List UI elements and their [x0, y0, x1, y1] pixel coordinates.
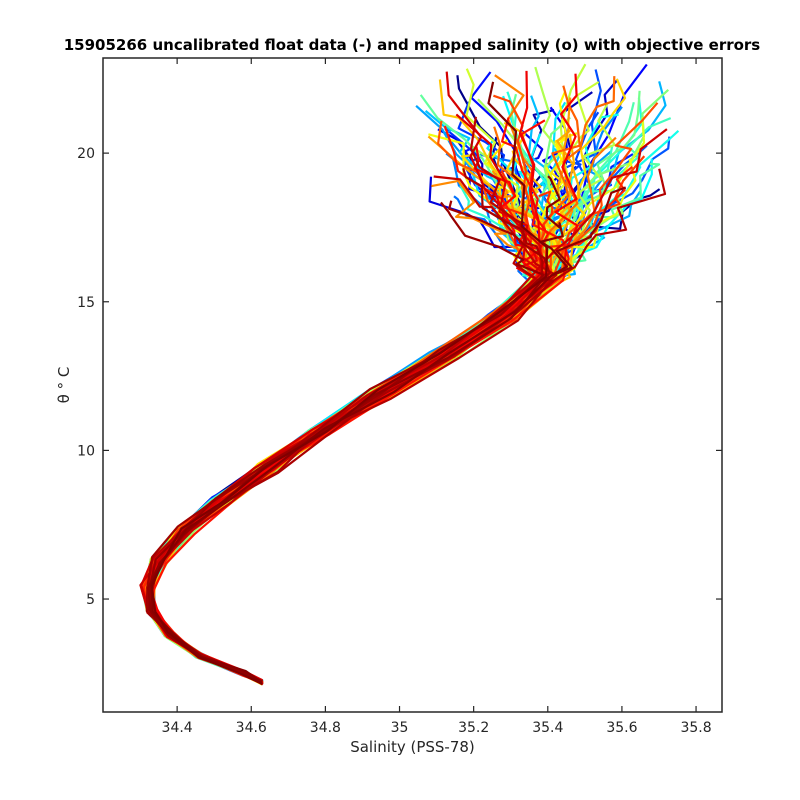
- profile-line: [143, 189, 546, 684]
- profile-line: [147, 168, 667, 685]
- x-tick-label: 34.4: [162, 720, 193, 736]
- y-axis-label: θ ° C: [55, 367, 73, 404]
- x-tick-label: 35.4: [532, 720, 563, 736]
- y-tick-label: 20: [77, 146, 95, 162]
- x-tick-label: 35.2: [458, 720, 489, 736]
- x-tick-label: 34.6: [236, 720, 267, 736]
- x-tick-label: 35.8: [680, 720, 711, 736]
- axes: 34.4 34.6 34.8 35 35.2 35.4 35.6 35.8 5 10 15 20: [77, 57, 723, 736]
- profile-line: [146, 166, 565, 686]
- profile-line: [146, 188, 661, 682]
- profile-line: [141, 81, 600, 684]
- profile-line: [148, 189, 539, 682]
- profile-line: [150, 81, 549, 685]
- axes-box: [102, 57, 723, 713]
- x-tick-label: 35: [391, 720, 409, 736]
- profile-lines: [139, 63, 680, 686]
- x-axis-label: Salinity (PSS-78): [350, 738, 475, 756]
- profile-line: [147, 175, 558, 683]
- profile-line: [142, 197, 563, 685]
- x-tick-label: 34.8: [310, 720, 341, 736]
- profile-line: [148, 170, 547, 684]
- x-tick-label: 35.6: [606, 720, 637, 736]
- y-tick-label: 15: [77, 295, 95, 311]
- profile-line: [148, 119, 550, 682]
- profile-line: [147, 195, 547, 684]
- profile-line: [149, 193, 572, 683]
- profile-line: [147, 201, 545, 686]
- profile-line: [146, 173, 553, 684]
- profile-line: [139, 128, 668, 683]
- profile-line: [146, 176, 561, 683]
- profile-line: [141, 179, 545, 685]
- y-tick-label: 5: [86, 592, 95, 608]
- profile-line: [142, 179, 559, 682]
- profile-line: [145, 200, 551, 685]
- profile-line: [147, 170, 553, 683]
- profile-line: [141, 190, 554, 683]
- y-tick-label: 10: [77, 443, 95, 459]
- profile-line: [142, 126, 541, 684]
- profile-line: [145, 127, 539, 683]
- profile-line: [145, 184, 549, 682]
- chart-title: 15905266 uncalibrated float data (-) and…: [64, 36, 761, 54]
- profile-line: [147, 186, 627, 683]
- profile-line: [150, 175, 569, 684]
